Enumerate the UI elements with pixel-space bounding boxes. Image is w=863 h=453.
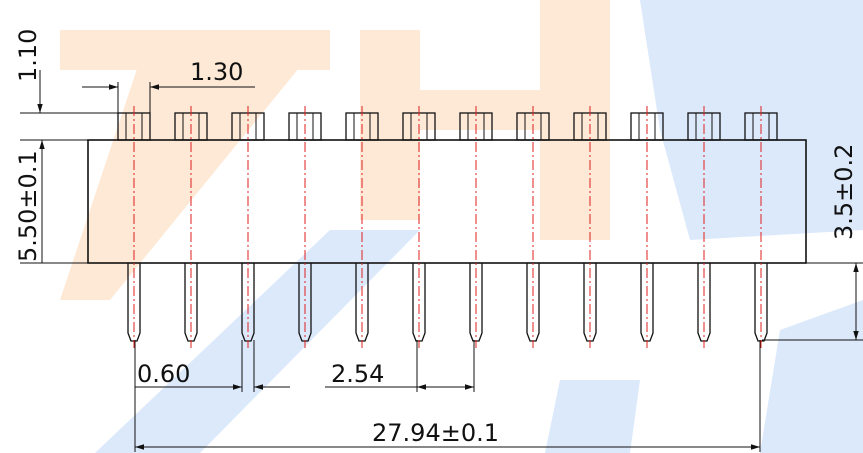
dim-body-height: 5.50±0.1 <box>14 140 88 264</box>
bottom-pins <box>127 263 768 342</box>
connector-body <box>87 139 807 264</box>
dim-pin-width-top: 1.30 <box>82 58 255 140</box>
dim-label-pin-width-top: 1.30 <box>190 58 243 86</box>
pin-centerlines <box>133 106 762 348</box>
watermark-z-stroke <box>60 30 330 300</box>
dim-label-tail-length: 3.5±0.2 <box>830 144 858 240</box>
dim-pitch: 2.54 <box>325 340 475 392</box>
dim-top-height: 1.10 <box>14 29 120 141</box>
watermark-h-bar <box>360 90 610 130</box>
dim-pin-width-bottom: 0.60 <box>135 340 290 392</box>
dim-label-overall-length: 27.94±0.1 <box>372 419 499 447</box>
dim-overall-length: 27.94±0.1 <box>134 340 761 452</box>
watermark-blue-stroke <box>95 230 420 453</box>
dim-label-body-height: 5.50±0.1 <box>14 150 42 262</box>
dim-label-pin-width-bottom: 0.60 <box>137 360 190 388</box>
watermark-blue-corner <box>760 300 863 453</box>
watermark <box>60 0 863 453</box>
dim-label-pitch: 2.54 <box>331 360 384 388</box>
watermark-j <box>640 0 863 240</box>
dim-tail-length: 3.5±0.2 <box>762 144 863 341</box>
dim-label-top-height: 1.10 <box>14 29 42 82</box>
watermark-blue-block <box>545 380 640 453</box>
watermark-z-top <box>60 30 330 70</box>
